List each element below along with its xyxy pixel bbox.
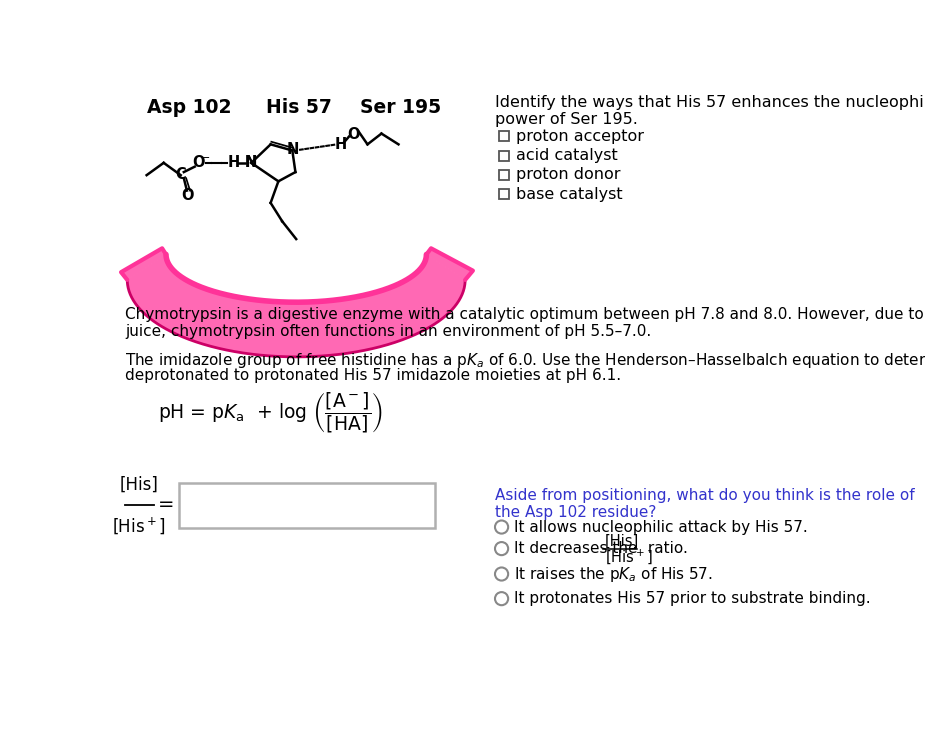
Text: It protonates His 57 prior to substrate binding.: It protonates His 57 prior to substrate … xyxy=(514,591,870,606)
Text: H: H xyxy=(334,137,347,152)
Polygon shape xyxy=(128,254,465,357)
Text: The imidazole group of free histidine has a p$K_a$ of 6.0. Use the Henderson–Has: The imidazole group of free histidine ha… xyxy=(125,350,925,370)
Text: O: O xyxy=(192,156,204,170)
FancyBboxPatch shape xyxy=(500,150,510,161)
Polygon shape xyxy=(426,248,473,280)
Text: base catalyst: base catalyst xyxy=(516,187,623,202)
Text: proton donor: proton donor xyxy=(516,167,621,182)
FancyBboxPatch shape xyxy=(179,483,435,528)
Text: deprotonated to protonated His 57 imidazole moieties at pH 6.1.: deprotonated to protonated His 57 imidaz… xyxy=(125,368,621,382)
Text: [His]: [His] xyxy=(119,476,158,494)
Text: [His]: [His] xyxy=(605,534,639,549)
Text: pH = p$K_\mathrm{a}$  + log $\left(\dfrac{[\mathrm{A}^-]}{[\mathrm{HA}]}\right)$: pH = p$K_\mathrm{a}$ + log $\left(\dfrac… xyxy=(158,390,383,435)
Text: the Asp 102 residue?: the Asp 102 residue? xyxy=(496,505,657,519)
Text: N: N xyxy=(287,142,300,157)
Text: His 57: His 57 xyxy=(266,98,332,117)
Text: Identify the ways that His 57 enhances the nucleophilic: Identify the ways that His 57 enhances t… xyxy=(496,95,925,110)
Text: N: N xyxy=(245,156,257,170)
Text: O: O xyxy=(181,187,194,203)
Text: O: O xyxy=(347,127,360,142)
Text: Chymotrypsin is a digestive enzyme with a catalytic optimum between pH 7.8 and 8: Chymotrypsin is a digestive enzyme with … xyxy=(125,307,925,322)
Text: juice, chymotrypsin often functions in an environment of pH 5.5–7.0.: juice, chymotrypsin often functions in a… xyxy=(125,324,651,339)
Text: proton acceptor: proton acceptor xyxy=(516,129,645,144)
Text: N: N xyxy=(244,155,256,170)
Text: [His$^+$]: [His$^+$] xyxy=(605,548,652,566)
Text: power of Ser 195.: power of Ser 195. xyxy=(496,112,638,127)
Text: ratio.: ratio. xyxy=(644,541,688,556)
FancyBboxPatch shape xyxy=(500,131,510,142)
Text: It allows nucleophilic attack by His 57.: It allows nucleophilic attack by His 57. xyxy=(514,519,808,534)
FancyBboxPatch shape xyxy=(500,170,510,180)
Text: Aside from positioning, what do you think is the role of: Aside from positioning, what do you thin… xyxy=(496,488,915,503)
Text: H: H xyxy=(228,156,240,170)
Text: −: − xyxy=(201,153,210,163)
FancyBboxPatch shape xyxy=(500,189,510,199)
Text: C: C xyxy=(176,167,186,182)
Text: It raises the p$K_a$ of His 57.: It raises the p$K_a$ of His 57. xyxy=(514,565,712,583)
Polygon shape xyxy=(121,248,166,280)
Text: [His$^+$]: [His$^+$] xyxy=(112,516,166,536)
Text: Ser 195: Ser 195 xyxy=(360,98,441,117)
Text: acid catalyst: acid catalyst xyxy=(516,148,618,163)
Text: Asp 102: Asp 102 xyxy=(147,98,231,117)
Text: =: = xyxy=(158,495,174,514)
Text: It decreases the: It decreases the xyxy=(514,541,637,556)
